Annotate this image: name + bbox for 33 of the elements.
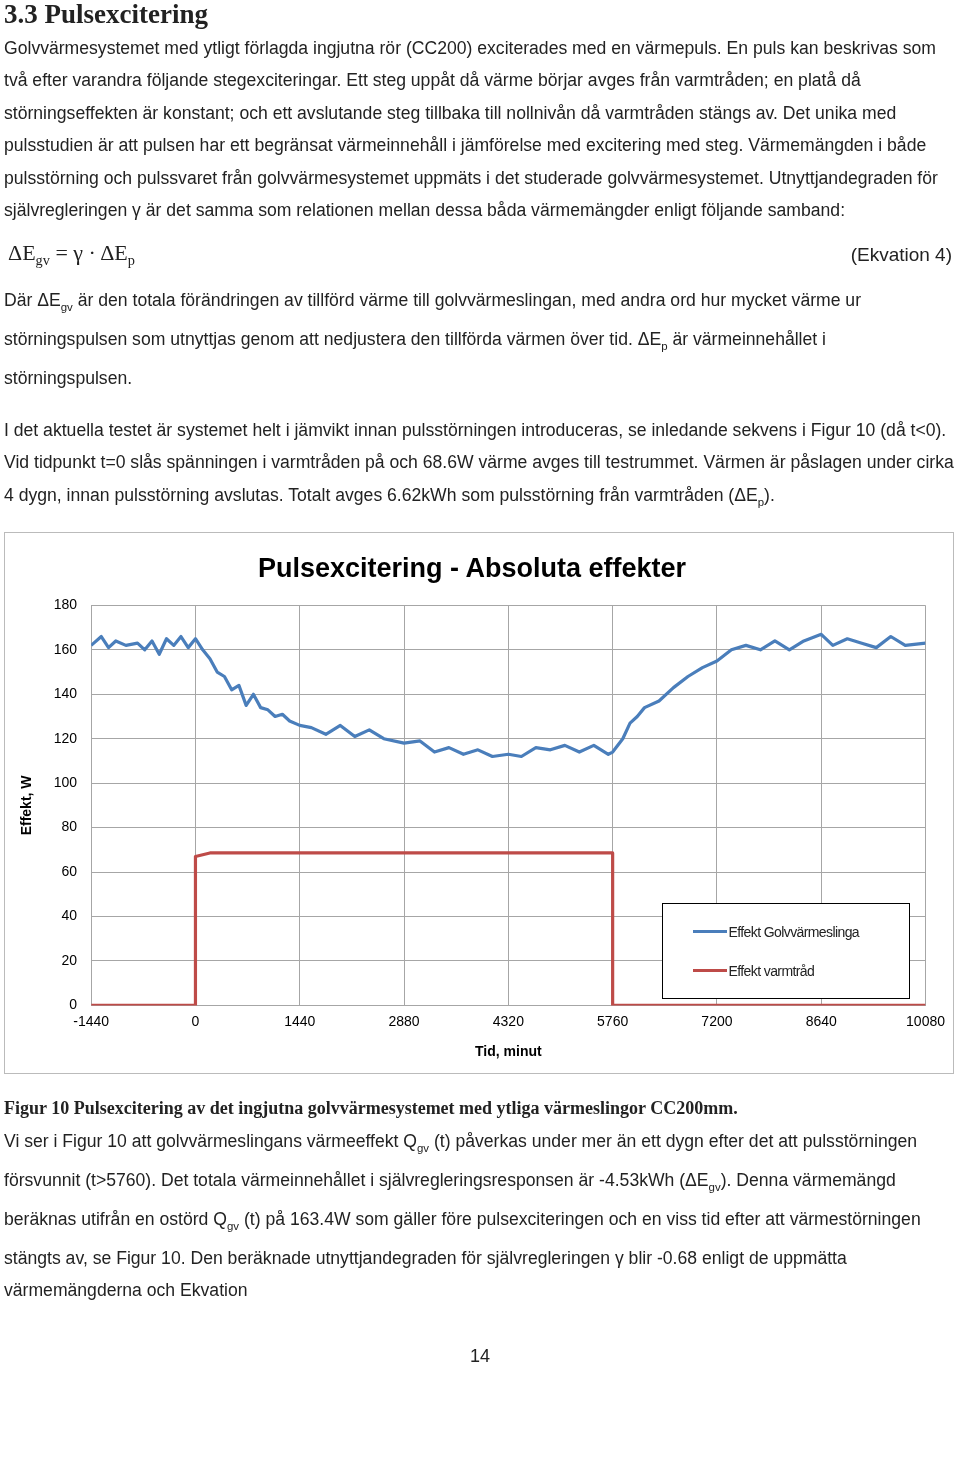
text: ΔE$_{gv}$ = γ · ΔE$_{p}$	[8, 240, 135, 270]
y-tick-label: 60	[61, 862, 78, 879]
y-tick-label: 20	[61, 951, 78, 968]
text: (Ekvation 4)	[850, 244, 952, 267]
y-axis-title: Effekt, W	[18, 774, 35, 836]
text: Golvvärmesystemet med ytligt förlagda ingjutna rör (CC200) exciterades med en värmepuls. En puls kan beskrivas som två efter varandra följande stegexciteringar. Ett steg uppåt då värme börjar avges från varmtråden; en platå då störningseffekten är konstant; och ett avslutande steg tillbaka till nollnivån då varmtråden stängs av. Det unika med pulsstudien är att pulsen har ett begränsat värmeinnehåll i jämförelse med excitering med steg. Värmemängden i både pulsstörning och pulssvaret från golvvärmesystemet uppmäts i det studerade golvvärmesystemet. Utnyttjandegraden för självregleringen γ är det samma som relationen mellan dessa båda värmemängder enligt följande samband:	[4, 37, 939, 223]
y-tick-label: 40	[61, 907, 78, 924]
y-tick-label: 160	[53, 640, 78, 657]
x-tick-label: 5760	[597, 1012, 629, 1029]
text: Figur 10 Pulsexcitering av det ingjutna golvvärmesystemet med ytliga värmeslingor CC200mm.	[4, 1097, 739, 1119]
y-tick-label: 120	[53, 729, 78, 746]
y-tick-label: 140	[53, 684, 78, 701]
y-tick-label: 0	[69, 996, 78, 1013]
legend-label: Effekt varmtråd	[728, 962, 815, 979]
x-axis-title: Tid, minut	[475, 1043, 542, 1060]
y-tick-label: 180	[53, 596, 78, 613]
x-tick-label: 7200	[701, 1012, 733, 1029]
x-tick-label: 4320	[492, 1012, 525, 1029]
x-tick-label: 8640	[805, 1012, 838, 1029]
text: 14	[469, 1346, 491, 1368]
x-tick-label: -1440	[73, 1012, 110, 1029]
legend-label: Effekt Golvvärmeslinga	[728, 923, 860, 940]
chart-title: Pulsexcitering - Absoluta effekter	[257, 552, 687, 583]
x-tick-label: 10080	[906, 1012, 946, 1029]
text: 3.3 Pulsexcitering	[4, 0, 209, 29]
x-tick-label: 0	[191, 1012, 200, 1029]
x-tick-label: 2880	[388, 1012, 420, 1029]
x-tick-label: 1440	[284, 1012, 316, 1029]
text: I det aktuella testet är systemet helt i jämvikt innan pulsstörningen introduceras, se inledande sekvens i Figur 10 (då t<0). Vid tidpunkt t=0 slås spänningen i varmtråden på och 68.6W värme avges till testrummet. Värmen är påslagen under cirka 4 dygn, innan pulsstörning avslutas. Totalt avges 6.62kWh som pulsstörning från varmtråden (ΔE$_{p}$).	[4, 419, 955, 510]
y-tick-label: 100	[53, 773, 78, 790]
text: Där ΔE$_{gv}$ är den totala förändringen av tillförd värme till golvvärmeslingan, med andra ord hur mycket värme ur störningspulsen som utnyttjas genom att nedjustera den tillförda värmen över tid. ΔE$_{p}$ är värmeinnehållet i störningspulsen.	[4, 289, 861, 388]
y-tick-label: 80	[61, 818, 78, 835]
text: Vi ser i Figur 10 att golvvärmeslingans värmeeffekt Q$_{gv}$ (t) påverkas under mer än ett dygn efter det att pulsstörningen försvunnit (t>5760). Det totala värmeinnehållet i självregleringsresponsen är -4.53kWh (ΔE$_{gv}$). Denna värmemängd beräknas utifrån en ostörd Q$_{gv}$ (t) på 163.4W som gäller före pulsexciteringen och en viss tid efter att värmestörningen stängts av, se Figur 10. Den beräknade utnyttjandegraden för självregleringen γ blir -0.68 enligt de uppmätta värmemängderna och Ekvation	[4, 1130, 921, 1300]
